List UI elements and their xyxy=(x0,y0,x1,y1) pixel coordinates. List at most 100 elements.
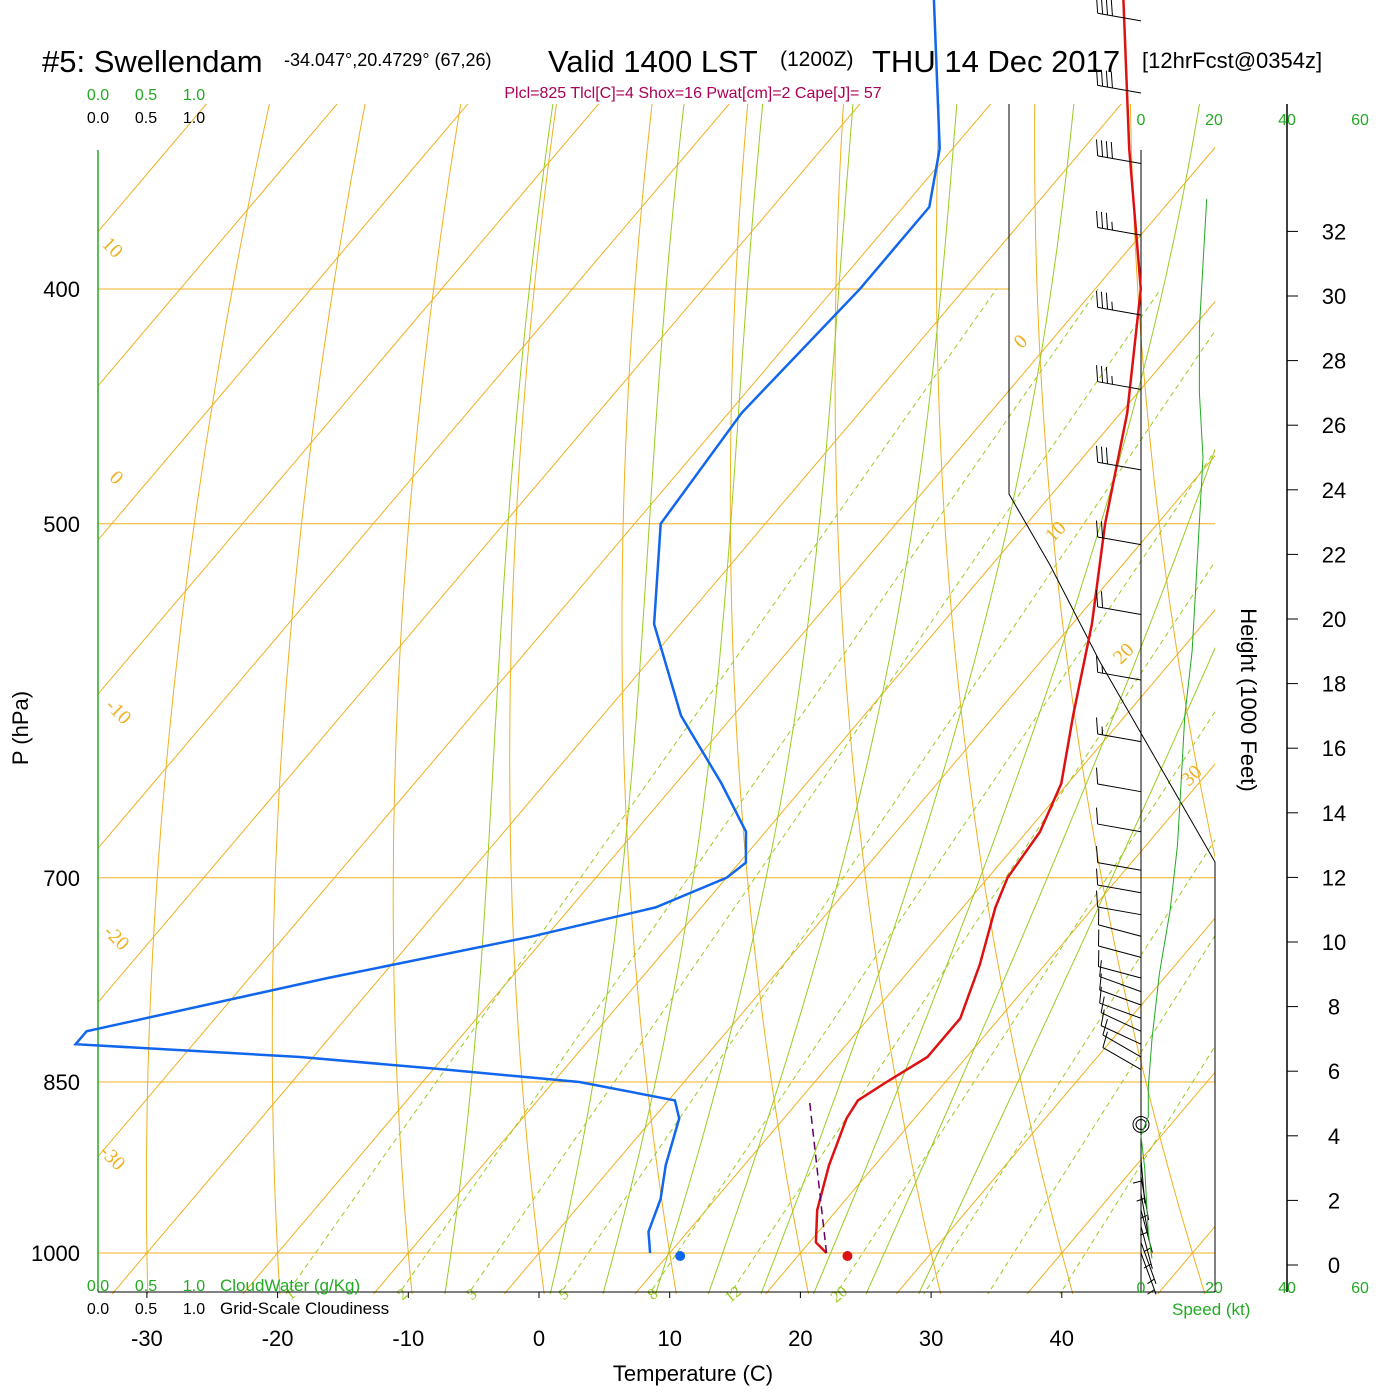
moist-adiabat xyxy=(918,646,1215,1294)
barb-feather xyxy=(1100,140,1104,157)
cloudwater-tick-top: 1.0 xyxy=(183,87,205,104)
parcel-line xyxy=(808,1100,828,1254)
barb-staff xyxy=(1098,945,1142,958)
barb-feather xyxy=(1100,211,1104,229)
height-label: 22 xyxy=(1322,542,1346,567)
temperature-label: -20 xyxy=(262,1326,294,1351)
barb-staff xyxy=(1098,966,1142,979)
dry-adiabat xyxy=(729,104,810,1294)
barb-half-feather xyxy=(1143,1247,1152,1253)
station-title: #5: Swellendam xyxy=(42,44,263,79)
barb-staff xyxy=(1102,1034,1142,1058)
isotherm xyxy=(634,609,1215,1294)
moist-adiabat xyxy=(707,104,958,1294)
cloudwater-label: CloudWater (g/Kg) xyxy=(220,1276,360,1295)
pressure-label-500: 500 xyxy=(43,512,80,537)
barb-staff xyxy=(1097,381,1142,390)
isotherm xyxy=(98,104,992,1158)
barb-feather xyxy=(1105,366,1109,384)
barb-staff xyxy=(1097,671,1142,681)
height-label: 8 xyxy=(1328,995,1340,1020)
wind-barb xyxy=(1096,590,1142,615)
barb-half-feather xyxy=(1147,1289,1155,1295)
mixing-ratio-line xyxy=(467,288,1162,1294)
barb-feather xyxy=(1096,0,1099,14)
dewpoint-line xyxy=(73,0,941,1254)
wind-barb xyxy=(1096,290,1142,316)
wind-barb xyxy=(1096,445,1142,471)
barb-feather xyxy=(1099,973,1102,991)
barb-staff xyxy=(1097,606,1142,615)
barb-feather xyxy=(1105,292,1109,310)
mixing-ratio-line xyxy=(285,288,997,1294)
height-label: 18 xyxy=(1322,672,1346,697)
isotherm xyxy=(98,104,730,850)
barb-feather xyxy=(1100,366,1104,383)
wind-barb xyxy=(1096,68,1142,94)
barb-half-feather xyxy=(1111,376,1113,385)
barb-staff xyxy=(1098,924,1142,937)
barb-staff xyxy=(1140,1159,1146,1204)
barb-feather xyxy=(1105,0,1109,16)
isotherm xyxy=(98,104,338,387)
barb-feather xyxy=(1100,521,1104,538)
height-label: 6 xyxy=(1328,1059,1340,1084)
wind-barb xyxy=(1099,973,1142,1006)
barb-staff xyxy=(1097,155,1142,165)
isotherm-label: 0 xyxy=(105,466,128,489)
barb-feather xyxy=(1105,141,1109,158)
barb-staff xyxy=(1097,884,1142,894)
cloudwater-tick-top: 0.5 xyxy=(135,87,157,104)
pressure-label-700: 700 xyxy=(43,866,80,891)
barb-half-feather xyxy=(1101,726,1104,735)
moist-adiabat xyxy=(655,104,854,1294)
cloudiness-tick-bottom: 1.0 xyxy=(183,1301,205,1318)
y-axis-title: P (hPa) xyxy=(8,691,33,765)
mixing-ratio-label: 12 xyxy=(722,1283,745,1306)
dry-adiabat xyxy=(145,104,270,1294)
barb-feather xyxy=(1096,590,1099,607)
mixing-ratio-line xyxy=(729,560,1215,1294)
barb-feather xyxy=(1100,591,1104,608)
moist-adiabat xyxy=(865,448,1215,1294)
cloudwater-tick-bottom: 1.0 xyxy=(183,1278,205,1295)
cloudiness-tick-top: 0.0 xyxy=(87,110,109,127)
wind-barb xyxy=(1097,908,1142,937)
wind-barb xyxy=(1096,210,1142,236)
barb-feather xyxy=(1096,520,1099,538)
barb-feather xyxy=(1105,212,1109,230)
height-label: 30 xyxy=(1322,284,1346,309)
moist-adiabat xyxy=(812,104,1200,1294)
mixing-ratio-line xyxy=(1059,1045,1215,1294)
valid-date: THU 14 Dec 2017 xyxy=(872,44,1120,79)
barb-staff xyxy=(1140,1193,1150,1237)
speed-tick-top: 20 xyxy=(1205,112,1223,129)
speed-tick-bottom: 20 xyxy=(1205,1280,1223,1297)
wind-barb xyxy=(1096,717,1142,743)
height-label: 10 xyxy=(1322,930,1346,955)
barb-feather xyxy=(1110,0,1113,16)
wind-barb xyxy=(1096,520,1142,546)
wind-barb xyxy=(1096,365,1142,390)
cloudwater-tick-bottom: 0.5 xyxy=(135,1278,157,1295)
speed-axis-title: Speed (kt) xyxy=(1172,1300,1250,1319)
cloudiness-tick-bottom: 0.0 xyxy=(87,1301,109,1318)
barb-staff xyxy=(1102,1047,1142,1071)
barb-feather xyxy=(1096,807,1099,825)
valid-time: Valid 1400 LST xyxy=(548,44,758,79)
x-axis-title: Temperature (C) xyxy=(613,1361,773,1386)
mixing-ratio-line xyxy=(923,838,1215,1294)
wind-barb xyxy=(1132,1115,1150,1133)
barb-feather xyxy=(1096,890,1099,908)
speed-tick-top: 60 xyxy=(1351,112,1369,129)
height-label: 4 xyxy=(1328,1124,1340,1149)
mixing-ratio-line xyxy=(648,449,1215,1294)
mixing-ratio-line xyxy=(398,288,1099,1294)
barb-staff xyxy=(1099,1002,1142,1019)
cloudiness-tick-top: 1.0 xyxy=(183,110,205,127)
dry-adiabats xyxy=(145,104,1215,1294)
wind-barb xyxy=(1096,807,1142,833)
barb-feather xyxy=(1096,717,1099,734)
isotherm xyxy=(98,104,469,541)
